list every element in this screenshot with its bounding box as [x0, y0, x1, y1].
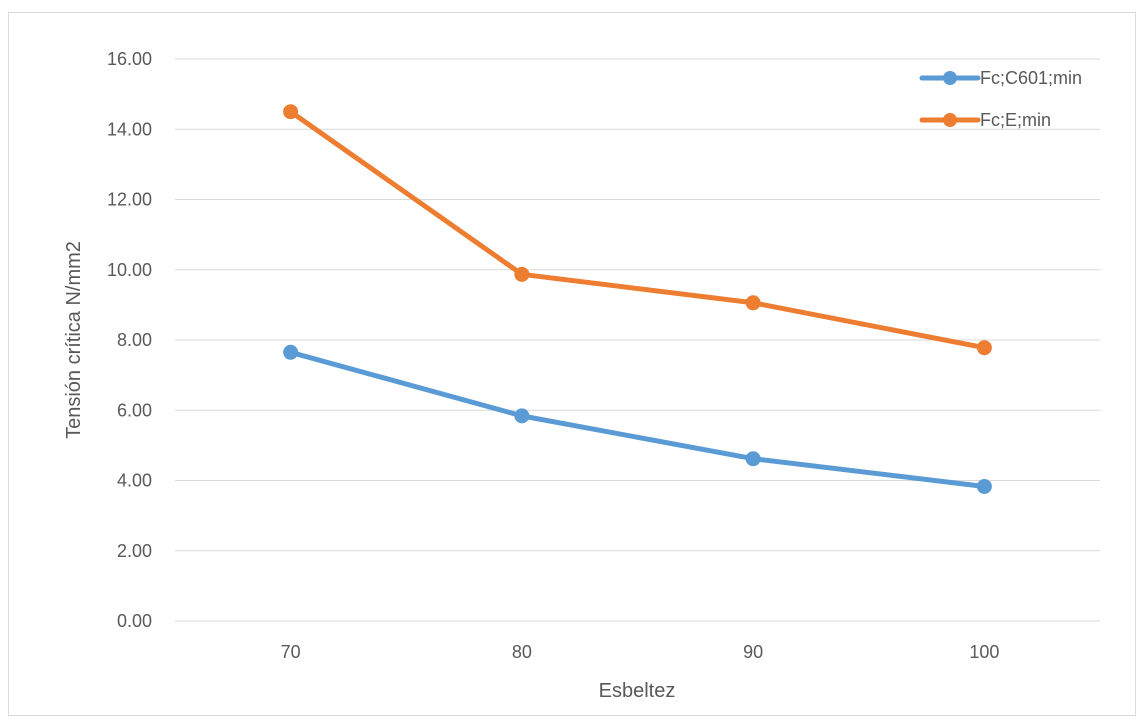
x-tick-label: 80: [512, 642, 532, 662]
legend-marker: [943, 71, 957, 85]
data-point: [976, 340, 992, 356]
y-tick-label: 14.00: [107, 119, 152, 139]
y-tick-label: 4.00: [117, 471, 152, 491]
data-point: [745, 451, 761, 467]
gridlines: [175, 58, 1100, 622]
legend-item: Fc;E;min: [919, 110, 1051, 130]
data-point: [976, 478, 992, 494]
series-line: [288, 349, 987, 489]
y-axis-tick-labels: 0.00 2.00 4.00 6.00 8.00 10.00 12.00 14.00 16.00: [107, 49, 152, 631]
x-axis-tick-labels: 70 80 90 100: [281, 642, 1000, 662]
legend-label: Fc;C601;min: [980, 68, 1082, 88]
series-2: [283, 104, 992, 356]
legend-label: Fc;E;min: [980, 110, 1051, 130]
data-point: [283, 104, 299, 120]
series-1: [283, 344, 992, 494]
y-axis-title: Tensión crítica N/mm2: [63, 241, 85, 439]
series-line: [288, 109, 987, 351]
data-point: [745, 295, 761, 311]
y-tick-label: 6.00: [117, 400, 152, 420]
data-point: [514, 408, 530, 424]
y-tick-label: 0.00: [117, 611, 152, 631]
legend: Fc;C601;min Fc;E;min: [919, 68, 1082, 130]
y-tick-label: 12.00: [107, 190, 152, 210]
x-tick-label: 90: [743, 642, 763, 662]
series-layer: [283, 104, 992, 494]
y-tick-label: 10.00: [107, 260, 152, 280]
legend-marker: [943, 113, 957, 127]
y-tick-label: 2.00: [117, 541, 152, 561]
y-tick-label: 16.00: [107, 49, 152, 69]
data-point: [283, 344, 299, 360]
data-point: [514, 266, 530, 282]
x-tick-label: 100: [969, 642, 999, 662]
x-axis-title: Esbeltez: [599, 680, 676, 702]
y-tick-label: 8.00: [117, 330, 152, 350]
legend-item: Fc;C601;min: [919, 68, 1082, 88]
x-tick-label: 70: [281, 642, 301, 662]
